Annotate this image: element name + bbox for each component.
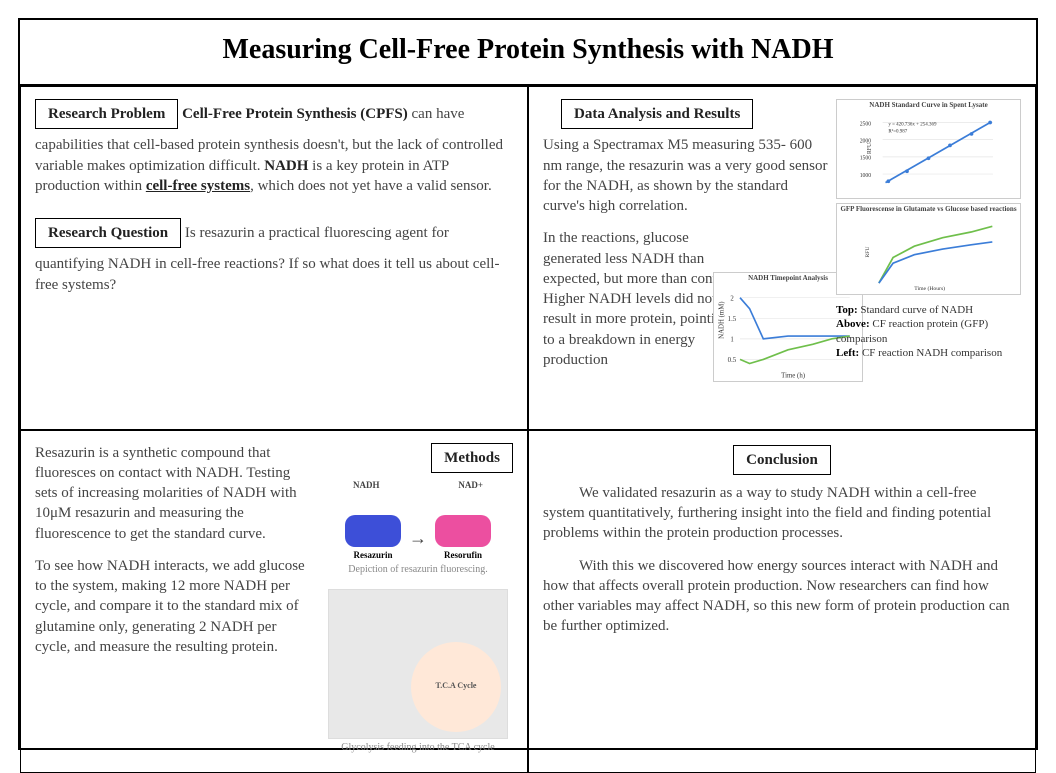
nadplus-label: NAD+ [458, 479, 483, 491]
resazurin-molecule-icon [345, 515, 401, 547]
nadh-bold: NADH [264, 158, 308, 174]
label-research-question: Research Question [35, 218, 181, 248]
svg-text:1: 1 [730, 337, 734, 344]
chart2-svg: Time (Hours) RFU [837, 215, 1020, 293]
methods-para-2: To see how NADH interacts, we add glucos… [35, 556, 313, 657]
conclusion-para-2: With this we discovered how energy sourc… [543, 556, 1021, 637]
chart2-title: GFP Fluorescense in Glutamate vs Glucose… [837, 204, 1020, 215]
label-research-problem: Research Problem [35, 99, 178, 129]
cap-top: Standard curve of NADH [860, 304, 973, 316]
nad-labels: NADH NAD+ [353, 479, 483, 491]
results-para-1: Using a Spectramax M5 measuring 535- 600… [543, 135, 828, 216]
resazurin-label: Resazurin [345, 549, 401, 561]
nadh-label: NADH [353, 479, 380, 491]
cell-data-analysis: Data Analysis and Results Using a Spectr… [528, 86, 1036, 430]
fig1-caption: Depiction of resazurin fluorescing. [348, 563, 487, 577]
svg-text:Time (Hours): Time (Hours) [914, 286, 945, 293]
svg-text:0.5: 0.5 [728, 358, 737, 365]
molecule-diagram: Resazurin → Resorufin [345, 515, 491, 561]
svg-text:NADH (mM): NADH (mM) [719, 302, 726, 339]
title-row: Measuring Cell-Free Protein Synthesis wi… [20, 20, 1036, 86]
chart-gfp-fluorescence: GFP Fluorescense in Glutamate vs Glucose… [836, 203, 1021, 295]
tca-cycle-icon: T.C.A Cycle [411, 642, 501, 732]
cellfree-bold: cell-free systems [146, 178, 250, 194]
label-conclusion: Conclusion [733, 445, 831, 475]
svg-text:2: 2 [730, 296, 734, 303]
chart1-svg: 2500 2000 1500 1000 y = 420.736x + 254.3… [837, 111, 1020, 197]
svg-text:1500: 1500 [860, 156, 872, 162]
chart1-r2: R²=0.987 [888, 129, 907, 135]
chart-captions: Top: Standard curve of NADH Above: CF re… [836, 303, 1021, 360]
svg-text:RFU: RFU [867, 142, 873, 154]
svg-text:RFU: RFU [865, 247, 871, 258]
conclusion-para-1: We validated resazurin as a way to study… [543, 483, 1021, 544]
chart3-xlabel: Time (h) [781, 373, 805, 380]
poster: Measuring Cell-Free Protein Synthesis wi… [18, 18, 1038, 750]
cell-research-problem: Research Problem Cell-Free Protein Synth… [20, 86, 528, 430]
poster-title: Measuring Cell-Free Protein Synthesis wi… [20, 34, 1036, 66]
chart-standard-curve: NADH Standard Curve in Spent Lysate 2500… [836, 99, 1021, 199]
poster-grid: Research Problem Cell-Free Protein Synth… [20, 86, 1036, 773]
cpfs-bold: Cell-Free Protein Synthesis (CPFS) [182, 106, 408, 122]
chart1-eq: y = 420.736x + 254.369 [888, 123, 937, 128]
cell-conclusion: Conclusion We validated resazurin as a w… [528, 430, 1036, 773]
label-methods: Methods [431, 443, 513, 473]
methods-para-1: Resazurin is a synthetic compound that f… [35, 443, 313, 544]
cell-methods: Resazurin is a synthetic compound that f… [20, 430, 528, 773]
svg-text:2500: 2500 [860, 122, 872, 128]
cap-left: CF reaction NADH comparison [862, 347, 1002, 359]
reaction-arrow-icon: → [409, 526, 427, 550]
resorufin-molecule-icon [435, 515, 491, 547]
resorufin-label: Resorufin [435, 549, 491, 561]
problem-text-3: , which does not yet have a valid sensor… [250, 178, 492, 194]
svg-text:1000: 1000 [860, 173, 872, 179]
fig2-caption: Glycolysis feeding into the TCA cycle [341, 741, 494, 755]
svg-text:1.5: 1.5 [728, 316, 737, 323]
chart1-title: NADH Standard Curve in Spent Lysate [837, 100, 1020, 111]
pathway-diagram: T.C.A Cycle [328, 589, 508, 739]
label-data-analysis: Data Analysis and Results [561, 99, 753, 129]
